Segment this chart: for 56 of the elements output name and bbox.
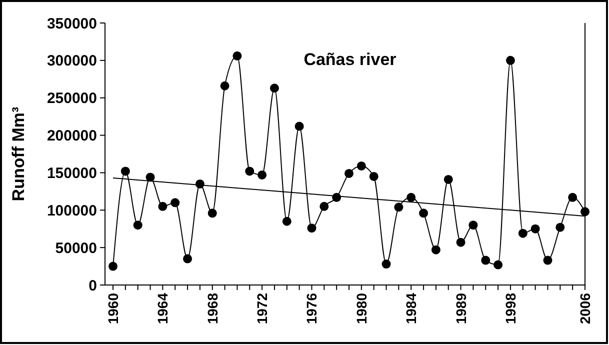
point bbox=[580, 207, 590, 216]
point bbox=[120, 166, 130, 176]
point bbox=[356, 161, 366, 170]
point bbox=[208, 208, 217, 218]
point bbox=[543, 256, 552, 265]
point bbox=[170, 198, 180, 208]
x-tick-label: 1972 bbox=[254, 292, 270, 324]
point bbox=[518, 228, 528, 238]
point bbox=[394, 202, 404, 212]
y-tick-label: 250000 bbox=[46, 90, 97, 108]
point bbox=[431, 245, 440, 254]
point bbox=[456, 238, 466, 247]
point bbox=[307, 224, 316, 233]
point bbox=[369, 172, 378, 181]
point bbox=[294, 122, 304, 131]
point bbox=[158, 202, 168, 211]
point bbox=[108, 262, 118, 271]
y-tick-label: 50000 bbox=[55, 240, 97, 257]
point bbox=[232, 51, 242, 60]
y-tick-label: 200000 bbox=[46, 128, 97, 145]
point bbox=[556, 222, 565, 232]
point bbox=[245, 166, 254, 176]
x-tick-label: 1968 bbox=[204, 292, 220, 324]
x-tick-label: 1964 bbox=[154, 292, 171, 324]
text: Cañas river bbox=[304, 50, 397, 69]
x-tick-label: 1980 bbox=[353, 292, 370, 324]
y-axis-title: Runoff Mm³ bbox=[9, 106, 28, 202]
point bbox=[530, 224, 540, 234]
x-tick-label: 1960 bbox=[105, 292, 121, 324]
y-tick-label: 100000 bbox=[46, 202, 97, 220]
point bbox=[419, 208, 428, 218]
point bbox=[494, 260, 503, 270]
point bbox=[444, 174, 453, 184]
point bbox=[282, 216, 292, 226]
point bbox=[506, 56, 515, 65]
point bbox=[344, 168, 354, 178]
point bbox=[183, 254, 192, 264]
point bbox=[406, 192, 416, 202]
x-tick-label: 2006 bbox=[577, 292, 593, 324]
y-tick-label: 300000 bbox=[46, 52, 97, 70]
point bbox=[270, 84, 279, 93]
x-tick-label: 1976 bbox=[304, 292, 320, 324]
y-tick-label: 0 bbox=[88, 277, 97, 294]
x-tick-label: 1989 bbox=[452, 292, 469, 324]
x-tick-label: 1984 bbox=[403, 292, 420, 324]
point bbox=[481, 256, 490, 265]
point bbox=[382, 260, 391, 269]
point bbox=[568, 192, 578, 202]
y-tick-label: 350000 bbox=[46, 15, 97, 32]
point bbox=[320, 202, 329, 211]
point bbox=[133, 220, 142, 230]
point bbox=[258, 170, 267, 180]
y-tick-label: 150000 bbox=[46, 164, 97, 182]
point bbox=[468, 220, 478, 230]
x-tick-label: 1998 bbox=[502, 292, 518, 324]
point bbox=[220, 81, 230, 90]
